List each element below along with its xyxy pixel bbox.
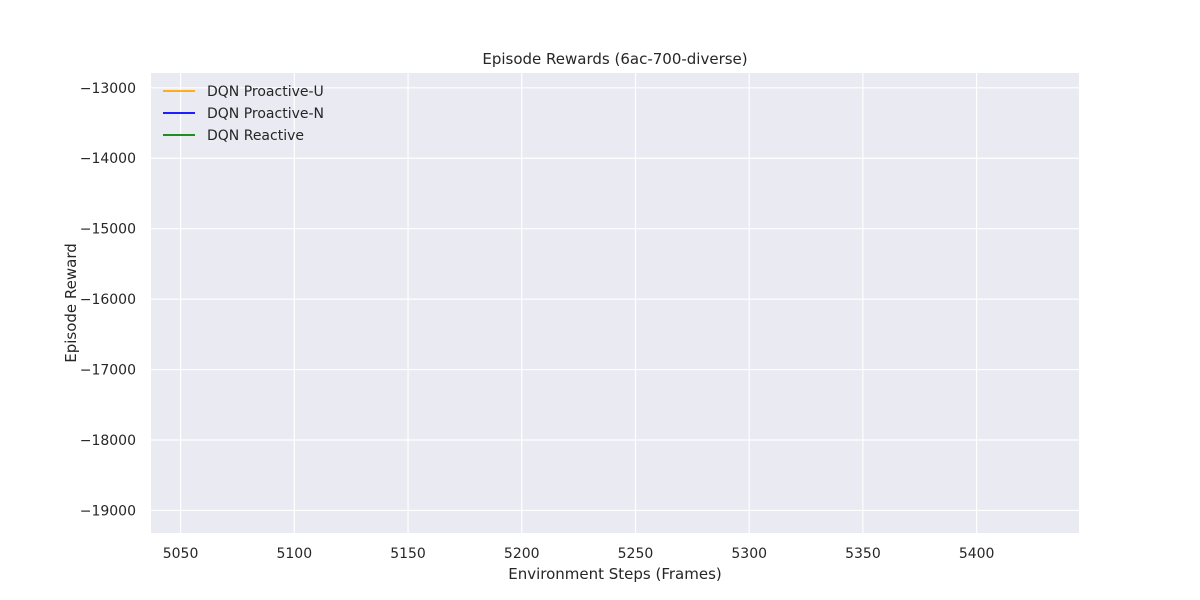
y-gridlines	[151, 87, 1079, 512]
y-tick-label: −16000	[80, 292, 136, 308]
y-axis-ticks: −13000 −14000 −15000 −16000 −17000 −18000 −190…	[80, 81, 136, 520]
x-tick-label: 5050	[163, 546, 199, 562]
x-tick-label: 5350	[845, 546, 881, 562]
legend-label: DQN Proactive-N	[207, 106, 324, 122]
x-tick-label: 5150	[390, 546, 426, 562]
y-tick-label: −15000	[80, 222, 136, 238]
y-tick-label: −18000	[80, 433, 136, 449]
legend: DQN Proactive-U DQN Proactive-N DQN Reacti…	[163, 84, 324, 144]
legend-label: DQN Reactive	[207, 128, 304, 144]
x-tick-label: 5250	[618, 546, 654, 562]
x-tick-label: 5400	[959, 546, 995, 562]
y-axis-label: Episode Reward	[62, 243, 80, 363]
x-tick-label: 5100	[276, 546, 312, 562]
x-tick-label: 5200	[504, 546, 540, 562]
y-tick-label: −14000	[80, 151, 136, 167]
x-gridlines	[179, 73, 978, 533]
y-tick-label: −13000	[80, 81, 136, 97]
plot-area	[151, 73, 1079, 533]
x-axis-label: Environment Steps (Frames)	[508, 565, 722, 583]
x-axis-ticks: 5050 5100 5150 5200 5250 5300 5350 5400	[163, 546, 995, 562]
legend-label: DQN Proactive-U	[207, 84, 324, 100]
y-tick-label: −17000	[80, 363, 136, 379]
chart-title: Episode Rewards (6ac-700-diverse)	[482, 50, 747, 68]
x-tick-label: 5300	[731, 546, 767, 562]
y-tick-label: −19000	[80, 503, 136, 519]
